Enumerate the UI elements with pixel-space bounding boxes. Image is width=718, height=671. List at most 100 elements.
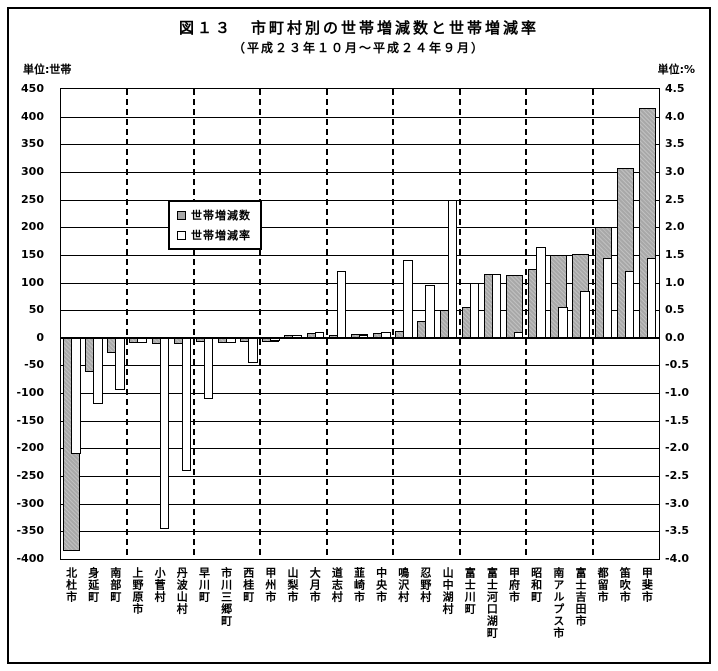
x-category-label: 忍野村 [414, 567, 436, 663]
x-category-label: 中央市 [370, 567, 392, 663]
right-axis-tick-label: -3.5 [665, 524, 690, 538]
x-category-label: 昭和町 [525, 567, 547, 663]
x-category-label: 笛吹市 [614, 567, 636, 663]
v-gridline-dashed [259, 89, 262, 559]
left-axis-tick-label: 350 [21, 137, 44, 151]
right-axis-tick-label: 0.0 [665, 330, 685, 344]
h-gridline [61, 254, 659, 256]
x-category-label: 都留市 [592, 567, 614, 663]
h-gridline [61, 227, 659, 229]
x-category-label: 鳴沢村 [392, 567, 414, 663]
legend-swatch-count [177, 210, 186, 220]
legend-item-count: 世帯増減数 [177, 207, 251, 223]
legend-swatch-rate [177, 230, 186, 240]
bar-rate-道志村 [336, 271, 347, 338]
left-axis-tick-label: -150 [16, 413, 44, 427]
left-axis-tick-label: 250 [21, 192, 44, 206]
x-category-label: 小菅村 [149, 567, 171, 663]
bar-rate-早川町 [203, 337, 214, 399]
x-category-label: 上野原市 [126, 567, 148, 663]
right-axis-tick-label: 1.5 [665, 247, 685, 261]
x-category-label-text: 丹波山村 [175, 567, 189, 615]
left-axis-tick-label: -100 [16, 386, 44, 400]
x-category-label: 早川町 [193, 567, 215, 663]
x-category-label: 富士川町 [459, 567, 481, 663]
chart-subtitle: （平成２３年１０月～平成２４年９月） [232, 41, 485, 55]
left-axis-tick-label: 100 [21, 275, 44, 289]
x-category-label-text: 笛吹市 [618, 567, 632, 603]
bar-rate-中央市 [381, 332, 391, 338]
bar-rate-大月市 [314, 332, 325, 338]
h-gridline [61, 448, 659, 450]
bar-rate-昭和町 [536, 246, 546, 338]
right-axis-tick-label: -2.0 [665, 441, 690, 455]
bar-rate-鳴沢村 [403, 260, 413, 338]
x-category-label: 韮崎市 [348, 567, 370, 663]
h-gridline [61, 171, 659, 173]
x-category-label: 南部町 [104, 567, 126, 663]
x-category-label-text: 上野原市 [131, 567, 144, 615]
x-category-label-text: 早川町 [197, 567, 211, 603]
v-gridline-dashed [325, 89, 328, 559]
x-category-label-text: 甲州市 [263, 567, 277, 603]
h-gridline [61, 199, 659, 201]
legend-box: 世帯増減数 世帯増減率 [168, 200, 262, 250]
left-axis-tick-label: -250 [16, 469, 44, 483]
left-axis-tick-label: 450 [21, 82, 44, 95]
x-category-label-text: 南アルプス市 [551, 567, 565, 639]
right-axis-tick-label: 3.5 [665, 137, 685, 151]
x-axis-labels: 北杜市 身延町 南部町 上野原市 小菅村 丹波山村 早川町 市川三郷町 西桂町 甲州市 山梨市 大月市… [60, 567, 660, 663]
h-gridline [61, 420, 659, 422]
v-gridline-dashed [392, 89, 395, 559]
bar-rate-富士吉田市 [580, 290, 590, 338]
bar-rate-丹波山村 [181, 337, 192, 471]
x-category-label-text: 山梨市 [286, 567, 300, 603]
bar-rate-忍野村 [425, 285, 435, 338]
h-gridline [61, 144, 659, 146]
figure-border [7, 7, 711, 664]
left-axis-tick-label: 300 [21, 164, 44, 178]
bar-rate-笛吹市 [624, 271, 635, 338]
x-category-label: 富士河口湖町 [481, 567, 503, 663]
left-axis-tick-label: 150 [21, 247, 44, 261]
x-category-label-text: 小菅村 [153, 567, 167, 603]
x-category-label: 南アルプス市 [547, 567, 569, 663]
x-category-label-text: 甲府市 [507, 567, 521, 603]
bar-rate-富士川町 [469, 282, 480, 338]
x-category-label-text: 中央市 [374, 567, 388, 603]
v-gridline-dashed [126, 89, 129, 559]
bar-rate-小菅村 [159, 337, 170, 529]
bar-rate-上野原市 [137, 337, 147, 344]
x-category-label-text: 山中湖村 [441, 567, 455, 615]
right-axis-labels: 4.5 4.0 3.5 3.0 2.5 2.0 1.5 1.0 0.5 0.0 -0.5 -1.0 -1… [665, 83, 709, 565]
x-category-label-text: 昭和町 [529, 567, 543, 603]
left-axis-tick-label: 0 [36, 330, 44, 344]
h-gridline [61, 116, 659, 118]
x-category-label-text: 都留市 [596, 567, 610, 603]
zero-line [61, 336, 659, 339]
x-category-label-text: 道志村 [330, 567, 344, 603]
chart-title: 図１３ 市町村別の世帯増減数と世帯増減率 [178, 19, 539, 37]
v-gridline-dashed [192, 89, 195, 559]
left-axis-tick-label: -200 [16, 441, 44, 455]
right-axis-tick-label: 0.5 [665, 303, 685, 317]
x-category-label-text: 富士吉田市 [573, 567, 587, 627]
right-axis-tick-label: -3.0 [665, 496, 690, 510]
bar-rate-北杜市 [71, 337, 81, 454]
left-axis-unit-label: 単位:世帯 [23, 63, 72, 76]
right-axis-tick-label: 4.5 [665, 82, 685, 95]
right-axis-tick-label: -2.5 [665, 469, 690, 483]
bar-rate-甲斐市 [646, 257, 657, 338]
bar-rate-山中湖村 [447, 199, 458, 338]
right-axis-tick-label: 2.0 [665, 220, 685, 234]
x-category-label: 山中湖村 [437, 567, 459, 663]
bar-rate-韮崎市 [358, 335, 369, 338]
bar-rate-南アルプス市 [558, 307, 568, 338]
legend-label-rate: 世帯増減率 [191, 229, 251, 242]
h-gridline [61, 310, 659, 312]
right-axis-tick-label: -1.5 [665, 413, 690, 427]
left-axis-tick-label: -350 [16, 524, 44, 538]
h-gridline [61, 393, 659, 395]
bar-rate-甲州市 [270, 337, 280, 341]
x-category-label-text: 南部町 [108, 567, 122, 603]
